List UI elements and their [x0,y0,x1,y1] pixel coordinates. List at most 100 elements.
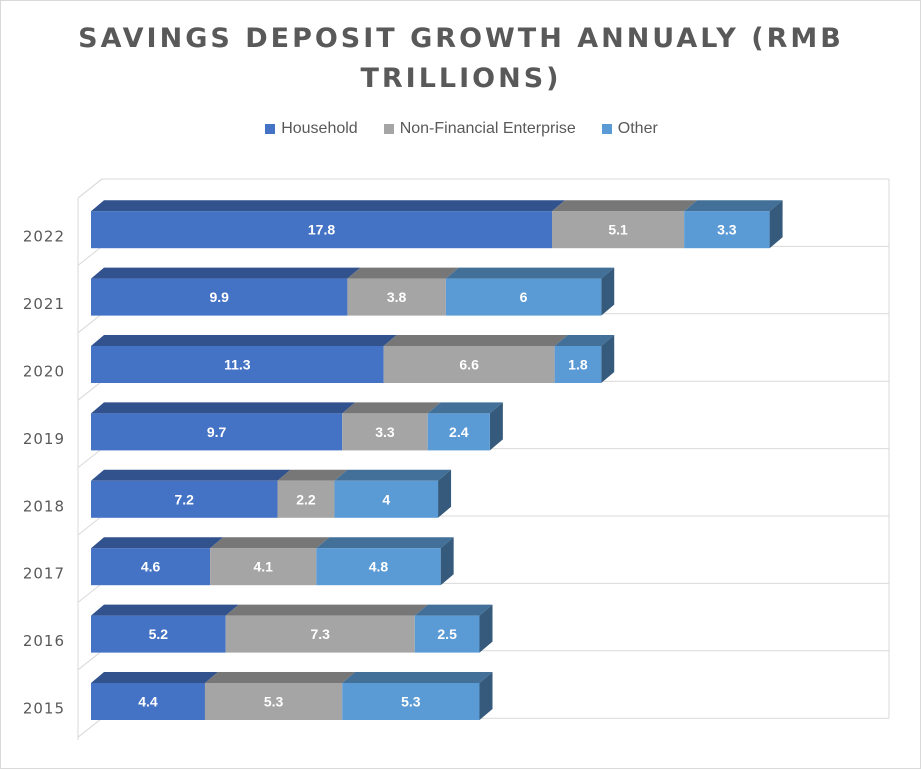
bar-side-face [601,335,615,383]
chart-legend: Household Non-Financial Enterprise Other [1,120,921,138]
data-label: 4.8 [369,559,389,575]
bar-segment [445,278,602,316]
legend-item: Other [601,120,658,138]
bar-segment [414,615,480,653]
bar-side-face [769,200,783,249]
bar-side-face [601,267,615,316]
bar-side-face [479,604,493,653]
gridline-depth [77,717,103,738]
bar-top-face [91,537,224,549]
bar-top-face [445,267,615,279]
bar-top-face [427,402,503,414]
bar-top-face [91,200,566,212]
data-label: 4.6 [141,559,161,575]
bar-top-face [91,335,397,346]
bar-top-face [554,335,615,346]
bar-top-face [347,267,459,279]
data-label: 2.4 [449,424,469,440]
category-label: 2022 [23,228,65,246]
bar-top-face [91,672,218,683]
legend-swatch [601,124,612,134]
bar-top-face [684,200,783,212]
bar-top-face [342,672,493,683]
bar-segment [204,683,343,720]
gridline-depth [77,178,103,199]
bar-segment [210,548,317,586]
legend-item: Non-Financial Enterprise [383,120,576,138]
bar-segment [316,548,441,586]
data-label: 17.8 [308,222,335,238]
bar-segment [91,278,348,316]
category-label: 2016 [23,632,65,650]
bar-segment [91,211,553,249]
gridline-depth [77,650,103,671]
chart-title: SAVINGS DEPOSIT GROWTH ANNUALY (RMB TRIL… [78,23,844,94]
category-label: 2019 [23,430,65,448]
bar-segment [554,346,602,383]
bar-side-face [440,537,454,586]
bar-top-face [91,402,356,414]
bar-top-face [277,469,348,481]
category-label: 2017 [23,565,65,583]
bar-top-face [552,200,698,212]
bar-top-face [210,537,330,549]
bar-segment [91,346,384,383]
bar-top-face [91,604,239,616]
data-label: 4 [382,491,390,507]
data-label: 3.8 [387,289,407,305]
bar-segment [225,615,415,653]
bar-segment [91,615,226,653]
bar-segment [342,413,428,451]
bar-top-face [316,537,454,549]
data-label: 11.3 [224,357,251,373]
gridline-depth [77,515,103,536]
legend-swatch [265,124,276,134]
legend-swatch [383,124,394,134]
data-label: 2.5 [437,626,457,642]
bar-segment [552,211,685,249]
data-label: 3.3 [717,222,737,238]
bar-segment [684,211,770,249]
bar-top-face [383,335,568,346]
legend-label: Household [281,120,358,137]
bar-side-face [479,672,493,720]
bar-segment [91,413,343,451]
data-label: 5.1 [608,222,628,238]
bar-segment [91,683,205,720]
legend-label: Other [617,120,658,137]
bar-segment [427,413,490,451]
bar-segment [334,480,439,518]
data-label: 9.7 [207,424,227,440]
data-label: 6 [520,289,528,305]
data-label: 7.3 [310,626,330,642]
legend-label: Non-Financial Enterprise [399,120,576,137]
category-label: 2015 [23,700,65,718]
bar-side-face [489,402,503,451]
bar-top-face [334,469,452,481]
data-label: 5.3 [401,694,421,710]
gridline-depth [77,448,103,468]
data-label: 5.3 [264,694,284,710]
bar-top-face [225,604,428,616]
gridline-depth [77,583,103,603]
bar-top-face [342,402,441,414]
bar-top-face [91,469,291,481]
bar-segment [342,683,480,720]
data-label: 6.6 [459,357,479,373]
gridline-depth [77,380,103,401]
data-label: 7.2 [175,491,195,507]
bar-top-face [414,604,493,616]
bar-segment [277,480,335,518]
data-label: 5.2 [149,626,169,642]
bar-segment [91,480,278,518]
data-label: 9.9 [209,289,229,305]
gridline-depth [77,313,103,334]
category-label: 2018 [23,497,65,515]
data-label: 4.1 [254,559,274,575]
category-label: 2020 [23,363,65,381]
bar-segment [91,548,211,586]
gridline-depth [77,246,103,266]
data-label: 4.4 [138,694,158,710]
